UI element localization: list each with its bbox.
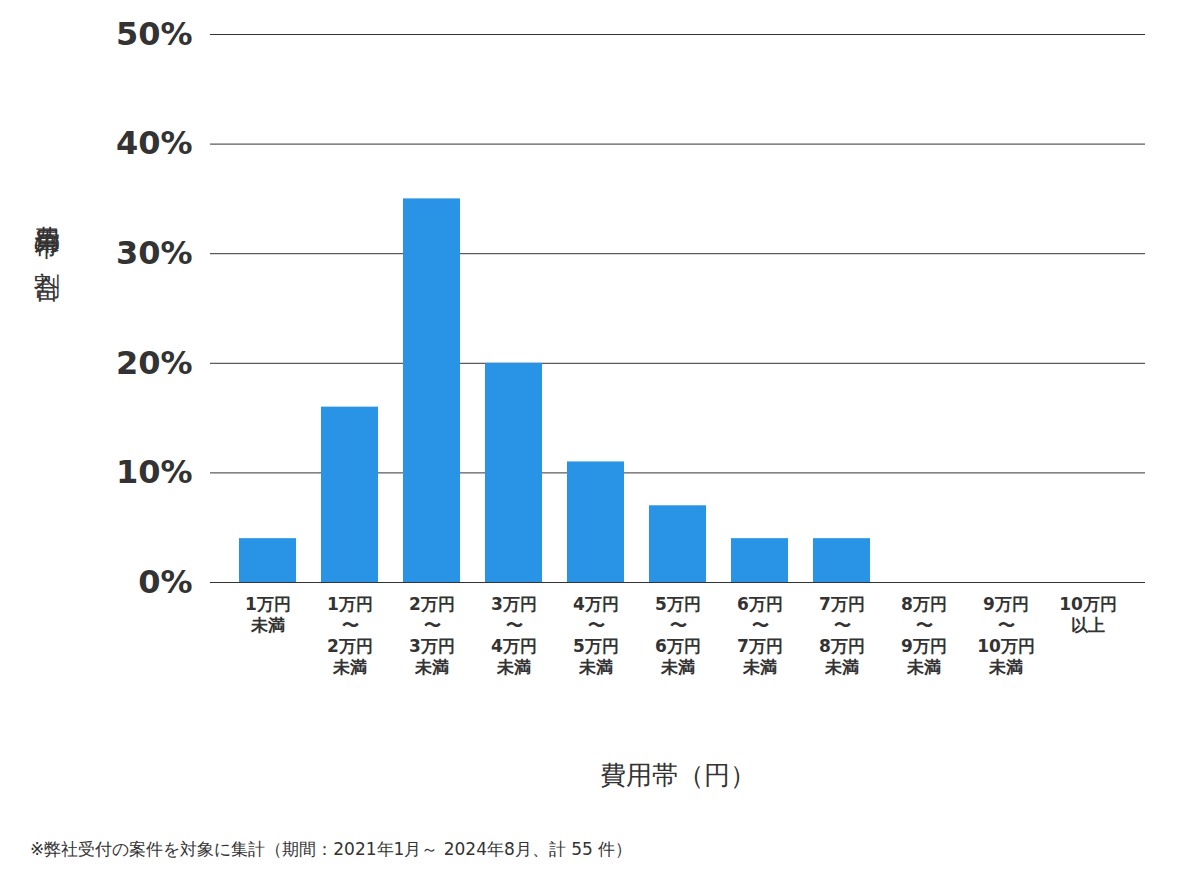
svg-text:40%: 40% xyxy=(116,124,193,162)
svg-text:5万円〜6万円未満: 5万円〜6万円未満 xyxy=(655,594,701,678)
svg-text:2万円〜3万円未満: 2万円〜3万円未満 xyxy=(409,594,455,678)
svg-text:50%: 50% xyxy=(116,15,193,53)
html-text:費用帯（円）: 費用帯（円） xyxy=(599,760,756,790)
svg-text:20%: 20% xyxy=(116,344,193,382)
svg-text:1万円〜2万円未満: 1万円〜2万円未満 xyxy=(327,594,373,678)
svg-text:9万円〜10万円未満: 9万円〜10万円未満 xyxy=(977,594,1035,678)
html-text:※弊社受付の案件を対象に集計（期間：2021年1月～ 202: ※弊社受付の案件を対象に集計（期間：2021年1月～ 2024年8月、計 55 … xyxy=(30,839,633,859)
svg-text:4万円〜5万円未満: 4万円〜5万円未満 xyxy=(573,594,619,678)
svg-text:3万円〜4万円未満: 3万円〜4万円未満 xyxy=(491,594,537,678)
svg-text:1万円未満: 1万円未満 xyxy=(245,594,291,635)
svg-text:10万円以上: 10万円以上 xyxy=(1059,594,1117,635)
svg-text:10%: 10% xyxy=(116,453,193,491)
svg-text:30%: 30% xyxy=(116,234,193,272)
svg-text:7万円〜8万円未満: 7万円〜8万円未満 xyxy=(819,594,865,678)
html-text:費用帯の割合: 費用帯の割合 xyxy=(32,205,62,259)
svg-text:0%: 0% xyxy=(138,563,192,601)
svg-text:6万円〜7万円未満: 6万円〜7万円未満 xyxy=(737,594,783,678)
svg-text:8万円〜9万円未満: 8万円〜9万円未満 xyxy=(901,594,947,678)
